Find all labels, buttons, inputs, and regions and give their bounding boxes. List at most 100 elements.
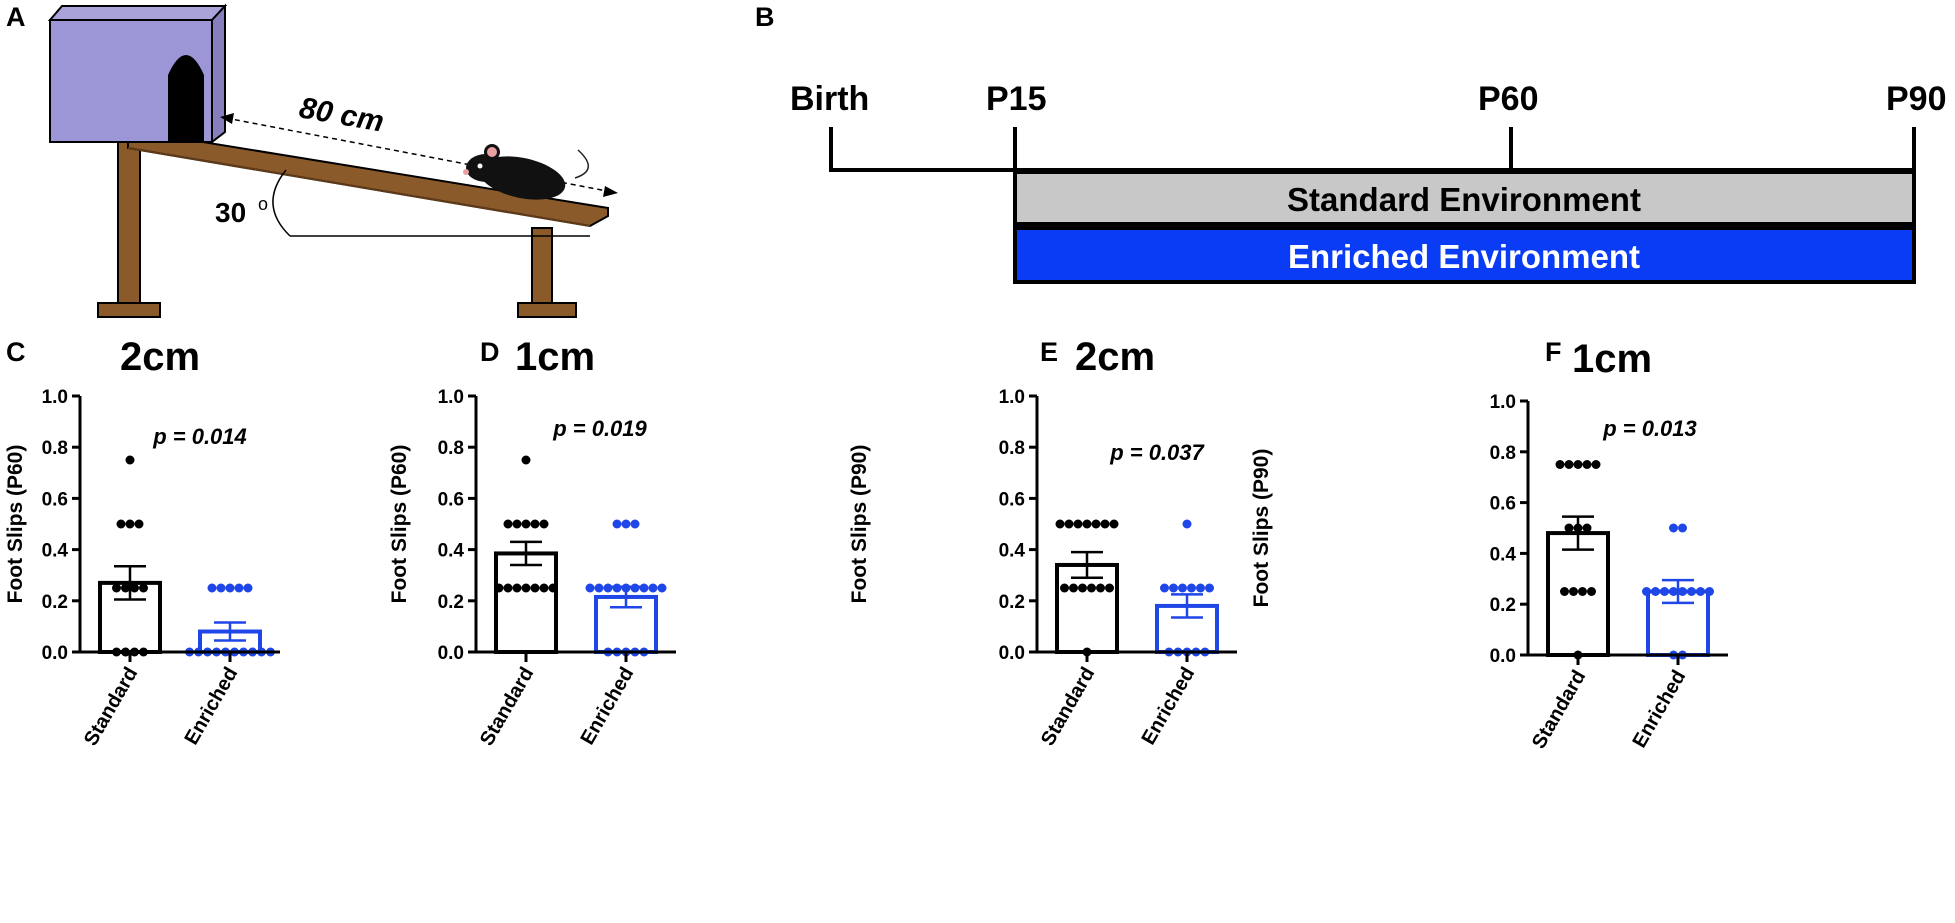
y-tick-label: 0.4 xyxy=(1490,544,1517,565)
y-tick-label: 0.6 xyxy=(1490,494,1516,515)
data-point-standard xyxy=(503,583,513,593)
beam-illustration: 30 o 80 cm xyxy=(47,3,618,318)
standard-environment-label: Standard Environment xyxy=(1287,181,1641,218)
data-point-standard xyxy=(1064,519,1074,529)
y-tick-label: 0.2 xyxy=(1490,595,1516,616)
y-tick-label: 0.0 xyxy=(438,643,464,664)
beam-right-leg xyxy=(531,227,553,309)
x-tick-label: Enriched xyxy=(576,664,638,749)
y-tick-label: 0.8 xyxy=(438,438,464,459)
data-point-standard xyxy=(1096,583,1105,593)
data-point-standard xyxy=(494,583,504,593)
y-tick-label: 0.6 xyxy=(42,489,68,510)
enriched-environment-bar xyxy=(1013,226,1916,284)
beam-right-foot xyxy=(517,302,577,318)
data-point-standard xyxy=(1055,519,1065,529)
chart-title: 2cm xyxy=(120,335,200,379)
data-point-enriched xyxy=(1182,519,1192,529)
panel-label-e: E xyxy=(1040,337,1059,367)
beam-plank-edge xyxy=(127,147,591,227)
mouse-icon xyxy=(463,144,589,200)
y-tick-label: 0.4 xyxy=(42,541,69,562)
y-tick-label: 0.2 xyxy=(438,592,464,613)
data-point-standard xyxy=(121,583,130,593)
data-point-standard xyxy=(1564,460,1574,469)
y-tick-label: 0.8 xyxy=(42,438,68,459)
data-point-enriched xyxy=(630,519,640,529)
goal-box-top xyxy=(47,5,228,21)
data-point-standard xyxy=(548,583,558,593)
data-point-standard xyxy=(1100,519,1110,529)
data-point-enriched xyxy=(1196,583,1205,593)
data-point-enriched xyxy=(225,583,235,593)
data-point-standard xyxy=(1087,583,1096,593)
chart-panel-d: 1cm Foot Slips (P60) 0.0 0.2 0.4 0.6 0.8 1.0 Sta… xyxy=(388,335,676,750)
data-point-standard xyxy=(1587,587,1596,596)
data-point-standard xyxy=(539,583,549,593)
beam-left-leg xyxy=(117,134,141,306)
chart-title: 1cm xyxy=(1572,337,1652,381)
timeline: Birth P15 P60 P90 Standard Environment E… xyxy=(790,80,1947,284)
y-tick-label: 0.2 xyxy=(42,592,68,613)
data-point-enriched xyxy=(207,583,217,593)
x-tick-label: Standard xyxy=(1528,667,1590,753)
panel-label-c: C xyxy=(6,337,26,367)
data-point-standard xyxy=(125,519,135,529)
data-point-standard xyxy=(1078,583,1087,593)
goal-box-entrance xyxy=(168,55,204,142)
y-tick-label: 1.0 xyxy=(42,387,68,408)
data-point-enriched xyxy=(621,583,631,593)
y-tick-label: 1.0 xyxy=(1490,392,1516,413)
y-tick-label: 0.0 xyxy=(42,643,68,664)
data-point-standard xyxy=(530,583,540,593)
chart-panel-c: 2cm Foot Slips (P60) 0.0 0.2 0.4 0.6 0.8 1.0 Sta… xyxy=(4,335,280,750)
data-point-standard xyxy=(1069,583,1078,593)
panel-label-f: F xyxy=(1545,337,1562,367)
chart-title: 1cm xyxy=(515,335,595,379)
data-point-enriched xyxy=(1669,587,1678,596)
data-point-standard xyxy=(139,583,148,593)
x-tick-label: Enriched xyxy=(180,664,242,749)
y-axis-label: Foot Slips (P60) xyxy=(4,445,27,604)
y-tick-label: 0.0 xyxy=(999,643,1025,664)
enriched-environment-label: Enriched Environment xyxy=(1288,238,1640,275)
data-point-standard xyxy=(134,519,144,529)
data-point-standard xyxy=(512,519,522,529)
data-point-standard xyxy=(1573,460,1583,469)
data-point-standard xyxy=(1073,519,1083,529)
foot-slip-charts: 2cm Foot Slips (P60) 0.0 0.2 0.4 0.6 0.8 1.0 Sta… xyxy=(4,335,1728,753)
data-point-enriched xyxy=(612,583,622,593)
y-tick-label: 0.8 xyxy=(999,438,1025,459)
y-axis-label: Foot Slips (P90) xyxy=(848,445,871,604)
angle-value: 30 xyxy=(215,197,246,228)
data-point-standard xyxy=(512,583,522,593)
data-point-enriched xyxy=(1696,587,1705,596)
data-point-standard xyxy=(1573,523,1583,533)
data-point-enriched xyxy=(594,583,604,593)
timeline-label-p90: P90 xyxy=(1886,80,1947,118)
data-point-enriched xyxy=(1660,587,1669,596)
y-tick-label: 0.4 xyxy=(438,541,465,562)
x-tick-label: Standard xyxy=(476,664,538,750)
data-point-enriched xyxy=(639,583,649,593)
p-value-label: p = 0.013 xyxy=(1602,416,1697,441)
chart-panel-e: 2cm Foot Slips (P90) 0.0 0.2 0.4 0.6 0.8 1.0 Sta… xyxy=(848,335,1237,750)
timeline-label-birth: Birth xyxy=(790,80,869,118)
data-point-enriched xyxy=(657,583,667,593)
p-value-label: p = 0.037 xyxy=(1109,440,1205,465)
data-point-enriched xyxy=(243,583,253,593)
y-tick-label: 1.0 xyxy=(438,387,464,408)
y-tick-label: 1.0 xyxy=(999,387,1025,408)
data-point-enriched xyxy=(216,583,226,593)
data-point-standard xyxy=(530,519,540,529)
y-tick-label: 0.6 xyxy=(438,489,464,510)
x-tick-label: Enriched xyxy=(1628,667,1690,752)
data-point-enriched xyxy=(1678,587,1687,596)
y-axis-label: Foot Slips (P90) xyxy=(1250,449,1273,608)
data-point-enriched xyxy=(1178,583,1187,593)
data-point-enriched xyxy=(585,583,595,593)
x-tick-label: Standard xyxy=(80,664,142,750)
data-point-enriched xyxy=(1169,583,1178,593)
data-point-enriched xyxy=(1669,523,1678,533)
timeline-label-p15: P15 xyxy=(986,80,1047,118)
